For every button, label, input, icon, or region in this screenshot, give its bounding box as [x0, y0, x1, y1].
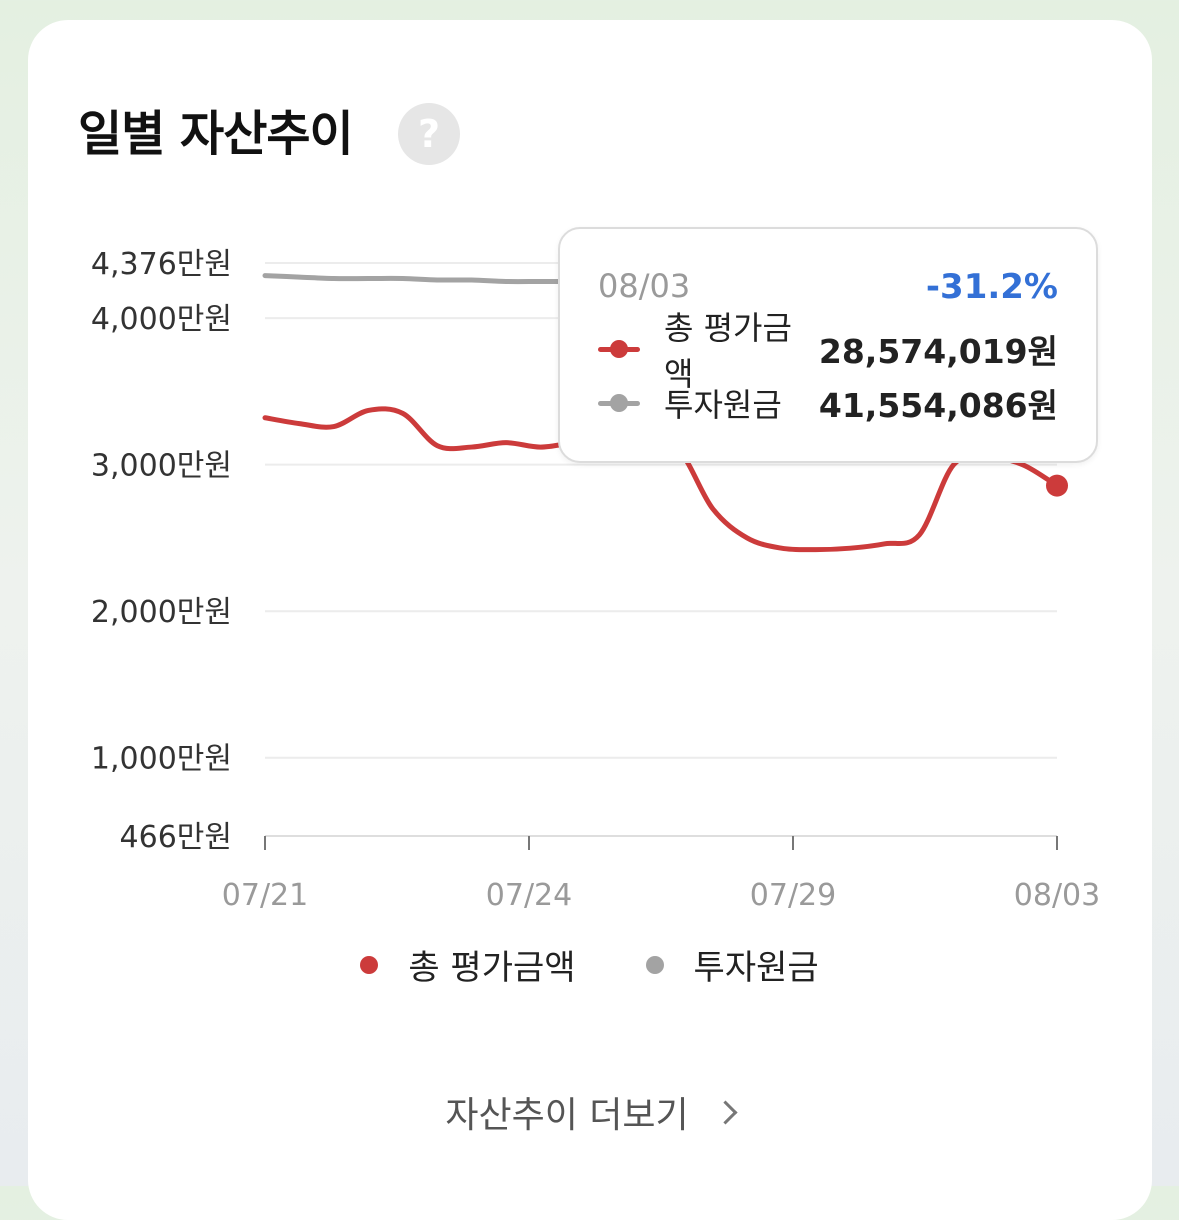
- asset-trend-card: [28, 20, 1152, 1220]
- y-tick-label: 466만원: [120, 820, 232, 855]
- tooltip-principal-value: 41,554,086원: [818, 386, 1058, 425]
- chevron-right-icon: [713, 1099, 738, 1125]
- page-title: 일별 자산추이: [78, 106, 354, 162]
- principal-series-marker-icon: [598, 381, 640, 425]
- legend-label-total: 총 평가금액: [408, 948, 576, 988]
- red-dot-icon: [360, 955, 379, 974]
- legend-label-principal: 투자원금: [693, 948, 819, 988]
- more-link-label: 자산추이 더보기: [445, 1095, 689, 1136]
- y-tick-label: 4,376만원: [91, 247, 232, 282]
- tooltip-row-principal: 투자원금 41,554,086원: [598, 381, 1058, 425]
- tooltip-date: 08/03: [598, 267, 691, 305]
- total-series-marker-icon: [598, 327, 640, 371]
- tooltip-total-value: 28,574,019원: [818, 332, 1058, 371]
- chart-legend: 총 평가금액 투자원금: [0, 940, 1179, 989]
- tooltip-principal-label: 투자원금: [664, 386, 782, 424]
- y-tick-label: 4,000만원: [91, 302, 232, 337]
- legend-item-principal[interactable]: 투자원금: [645, 940, 819, 989]
- y-tick-label: 2,000만원: [91, 595, 232, 630]
- y-tick-label: 3,000만원: [91, 449, 232, 484]
- y-tick-label: 1,000만원: [91, 742, 232, 777]
- question-icon[interactable]: ?: [398, 103, 460, 165]
- tooltip-row-total: 총 평가금액 28,574,019원: [598, 309, 1058, 393]
- x-tick-label: 07/29: [750, 878, 836, 913]
- x-tick-label: 07/24: [486, 878, 572, 913]
- last-point-marker: [1046, 474, 1068, 497]
- more-asset-trend-link[interactable]: 자산추이 더보기: [0, 1086, 1179, 1138]
- chart-tooltip: 08/03 -31.2% 총 평가금액 28,574,019원 투자원금 41,…: [558, 227, 1098, 463]
- x-tick-label: 08/03: [1014, 878, 1100, 913]
- tooltip-change: -31.2%: [925, 267, 1058, 307]
- x-tick-label: 07/21: [222, 878, 308, 913]
- gray-dot-icon: [645, 955, 664, 974]
- asset-trend-chart: 466만원 1,000만원 2,000만원 3,000만원 4,000만원 4,376만원…: [91, 247, 1100, 913]
- legend-item-total[interactable]: 총 평가금액: [360, 940, 576, 989]
- tooltip-total-label: 총 평가금액: [664, 309, 792, 393]
